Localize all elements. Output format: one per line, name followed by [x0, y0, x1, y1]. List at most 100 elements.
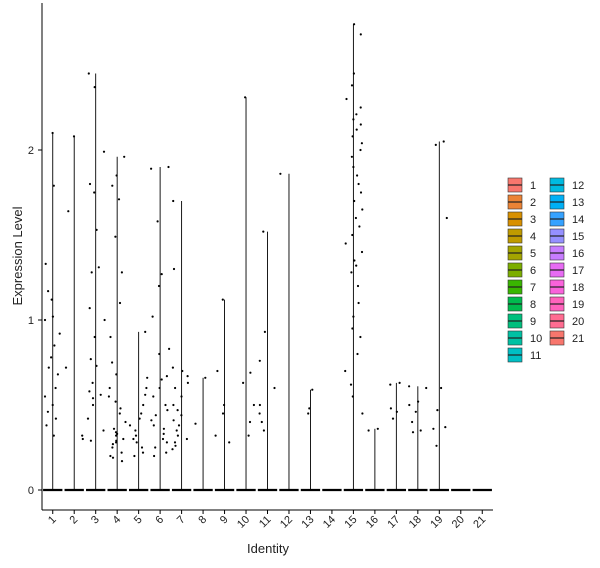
data-point — [140, 446, 144, 449]
violin-10 — [236, 96, 256, 492]
legend-label: 18 — [572, 282, 584, 294]
data-point — [360, 142, 363, 145]
data-point — [357, 301, 360, 305]
data-point — [151, 315, 154, 318]
x-tick-label: 16 — [364, 514, 381, 531]
data-point — [349, 383, 353, 386]
data-point — [91, 397, 95, 400]
data-point — [88, 182, 92, 186]
data-point — [64, 366, 68, 369]
legend-label: 15 — [572, 231, 584, 243]
data-point — [90, 271, 93, 274]
data-point — [351, 135, 354, 138]
data-point — [154, 446, 157, 449]
data-point — [359, 335, 362, 339]
data-point — [145, 386, 148, 390]
violin-16 — [365, 427, 385, 492]
data-point — [47, 290, 50, 293]
data-point — [114, 400, 117, 403]
data-point — [176, 409, 179, 412]
data-point — [171, 366, 174, 369]
data-point — [186, 381, 189, 384]
legend-label: 10 — [530, 333, 542, 345]
data-point — [95, 364, 98, 367]
data-point — [51, 315, 55, 318]
x-tick-label: 9 — [218, 514, 231, 527]
data-point — [146, 376, 149, 379]
data-point — [53, 344, 56, 347]
data-point — [244, 96, 247, 99]
data-point — [91, 381, 94, 384]
data-point — [356, 284, 360, 288]
legend-item-14: 14 — [549, 211, 584, 227]
data-point — [228, 441, 231, 444]
data-point — [43, 395, 47, 398]
data-point — [344, 242, 347, 245]
data-point — [122, 437, 125, 441]
data-point — [432, 427, 435, 430]
legend-label: 21 — [572, 333, 584, 345]
data-point — [425, 386, 428, 390]
data-point — [260, 420, 263, 424]
violin-2 — [64, 135, 84, 492]
data-point — [172, 199, 175, 203]
data-point — [162, 432, 165, 435]
x-tick-label: 18 — [407, 514, 424, 531]
data-point — [150, 167, 153, 170]
legend-label: 2 — [530, 197, 536, 209]
data-point — [367, 429, 370, 432]
data-point — [414, 410, 417, 413]
data-point — [262, 429, 265, 432]
legend-item-16: 16 — [549, 245, 584, 261]
legend-item-18: 18 — [549, 279, 584, 295]
data-point — [359, 123, 362, 126]
violin-9 — [214, 298, 235, 492]
data-point — [160, 273, 163, 276]
data-point — [440, 386, 443, 390]
data-point — [114, 431, 118, 434]
y-tick-label: 2 — [28, 145, 34, 157]
data-point — [120, 460, 124, 463]
data-point — [214, 434, 217, 437]
x-tick-label: 6 — [153, 514, 166, 527]
data-point — [46, 410, 50, 413]
data-point — [133, 454, 136, 458]
data-point — [180, 414, 183, 417]
legend-label: 12 — [572, 180, 584, 192]
y-tick-label: 1 — [28, 315, 34, 327]
data-point — [258, 403, 261, 407]
data-point — [132, 437, 135, 441]
x-tick-label: 19 — [428, 514, 445, 531]
data-point — [186, 375, 189, 378]
data-point — [115, 434, 118, 437]
data-point — [152, 424, 155, 427]
data-point — [263, 330, 266, 333]
data-point — [111, 184, 114, 187]
legend-label: 6 — [530, 265, 536, 277]
data-point — [359, 191, 363, 194]
x-tick-label: 3 — [89, 514, 102, 527]
data-point — [356, 174, 359, 177]
data-point — [434, 143, 437, 146]
data-point — [242, 381, 245, 384]
data-point — [177, 424, 181, 427]
data-point — [223, 403, 226, 407]
data-point — [166, 409, 169, 412]
x-tick-label: 12 — [278, 514, 295, 531]
legend-item-4: 4 — [507, 228, 536, 244]
x-tick-label: 5 — [132, 514, 145, 527]
data-point — [273, 386, 276, 390]
data-point — [44, 262, 47, 265]
data-point — [88, 390, 91, 393]
data-point — [117, 198, 121, 201]
legend-item-15: 15 — [549, 228, 584, 244]
legend-item-13: 13 — [549, 194, 584, 210]
data-point — [123, 155, 126, 158]
data-point — [361, 208, 364, 211]
data-point — [72, 135, 76, 138]
violin-6 — [150, 165, 171, 492]
data-point — [52, 434, 55, 437]
x-tick-label: 14 — [321, 514, 338, 531]
data-point — [355, 128, 358, 131]
